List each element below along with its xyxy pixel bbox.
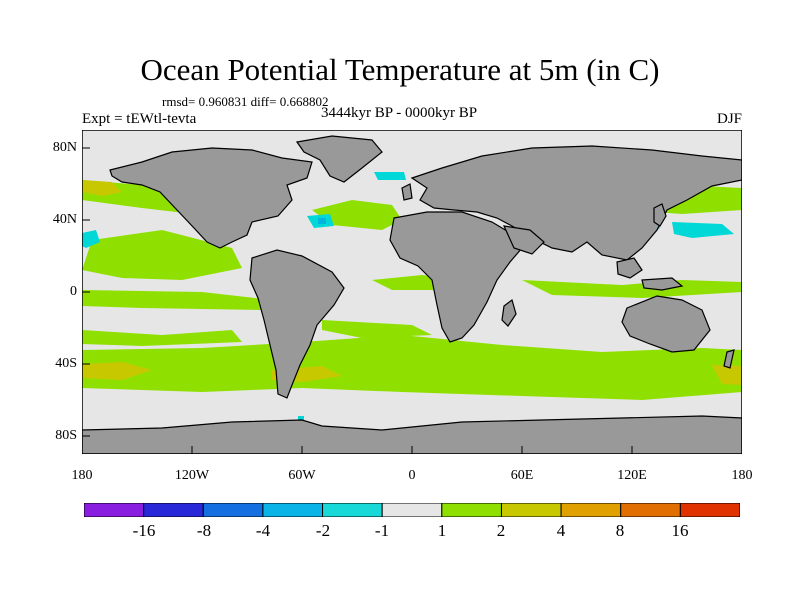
colorbar-label: -1 [374, 521, 390, 540]
colorbar-swatch [560, 503, 622, 517]
lat-tick-40n: 40N [52, 212, 77, 227]
colorbar-label: 1 [437, 521, 447, 540]
colorbar [84, 503, 740, 517]
experiment-label: Expt = tEWtl-tevta [82, 111, 197, 127]
colorbar-label: -4 [255, 521, 271, 540]
colorbar-label: 4 [556, 521, 566, 540]
colorbar-label: 16 [671, 521, 689, 540]
lon-tick-120w: 120W [174, 468, 210, 483]
colorbar-swatch [381, 503, 443, 517]
colorbar-label: 8 [615, 521, 625, 540]
lon-tick-0: 0 [408, 468, 416, 483]
colorbar-label: -2 [315, 521, 331, 540]
colorbar-swatch [679, 503, 740, 517]
colorbar-swatch [262, 503, 324, 517]
lat-tick-80n: 80N [52, 140, 77, 155]
colorbar-swatch [500, 503, 562, 517]
colorbar-label: 2 [496, 521, 506, 540]
lon-tick-60e: 60E [510, 468, 534, 483]
stats-text: rmsd= 0.960831 diff= 0.668802 [162, 94, 329, 109]
lat-tick-40s: 40S [55, 356, 77, 371]
lon-tick-120e: 120E [617, 468, 647, 483]
period-label: 3444kyr BP - 0000kyr BP [321, 105, 478, 121]
lat-tick-80s: 80S [55, 428, 77, 443]
land-masses [82, 135, 742, 454]
chart-title: Ocean Potential Temperature at 5m (in C) [140, 52, 660, 87]
colorbar-label: -8 [196, 521, 212, 540]
colorbar-swatch [322, 503, 383, 517]
colorbar-swatch [202, 503, 264, 517]
lon-tick-180w: 180 [71, 468, 93, 483]
colorbar-swatch [84, 503, 145, 517]
colorbar-swatch [620, 503, 681, 517]
lon-tick-180e: 180 [731, 468, 753, 483]
colorbar-label: -16 [132, 521, 156, 540]
colorbar-swatch [441, 503, 502, 517]
season-label: DJF [716, 111, 742, 127]
axis-ticks [82, 147, 633, 454]
map-plot [82, 130, 742, 454]
lat-tick-0: 0 [70, 284, 77, 299]
colorbar-swatch [143, 503, 204, 517]
lon-tick-60w: 60W [288, 468, 316, 483]
